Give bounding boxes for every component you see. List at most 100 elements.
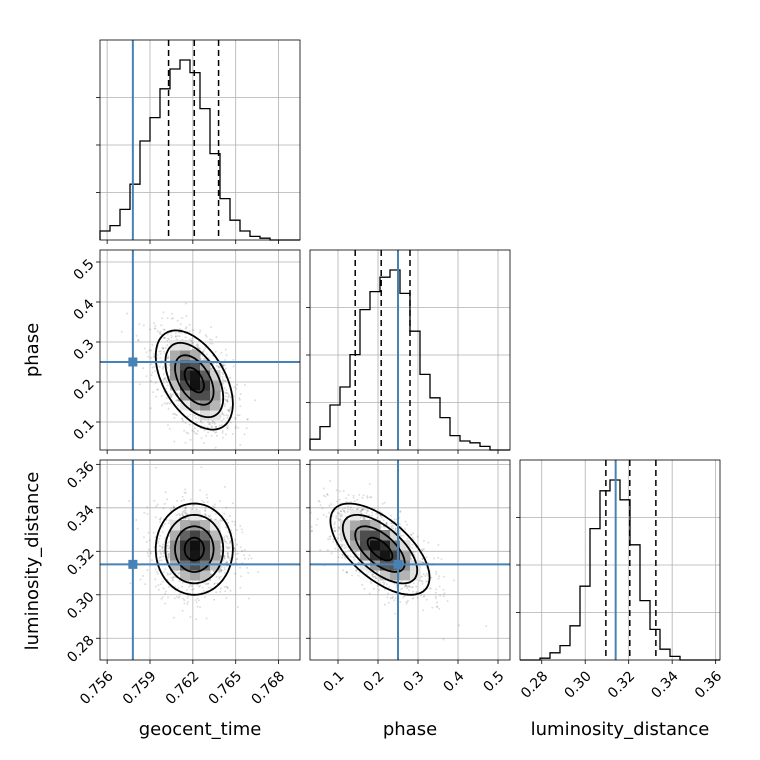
sample-point	[173, 616, 175, 619]
sample-point	[160, 597, 163, 600]
sample-point	[354, 551, 357, 554]
sample-point	[195, 421, 198, 424]
sample-point	[358, 493, 361, 496]
x-tick-label-luminosity-distance-0: 0.28	[518, 668, 551, 701]
sample-point	[201, 421, 204, 424]
sample-point	[197, 429, 199, 432]
sample-point	[425, 598, 428, 601]
sample-point	[153, 366, 156, 368]
sample-point	[153, 327, 156, 330]
sample-point	[170, 576, 173, 579]
sample-point	[167, 541, 170, 543]
sample-point	[229, 408, 231, 411]
sample-point	[435, 573, 438, 576]
sample-point	[410, 533, 413, 536]
sample-point	[178, 399, 180, 402]
sample-point	[214, 422, 216, 425]
sample-point	[178, 335, 181, 338]
sample-point	[197, 347, 200, 349]
sample-point	[191, 588, 193, 591]
density-cell	[390, 540, 401, 551]
sample-point	[167, 585, 170, 588]
y-tick-label-luminosity-distance-2: 0.32	[64, 546, 97, 579]
sample-point	[171, 393, 174, 396]
sample-point	[223, 405, 226, 408]
sample-point	[199, 606, 201, 609]
density-cell	[190, 540, 201, 551]
sample-point	[405, 584, 408, 587]
sample-point	[146, 552, 149, 555]
sample-point	[220, 569, 223, 572]
density-cell	[340, 520, 351, 531]
sample-point	[160, 324, 163, 327]
sample-point	[215, 431, 218, 434]
sample-point	[315, 523, 318, 526]
sample-point	[406, 537, 409, 540]
sample-point	[210, 517, 212, 520]
sample-point	[400, 534, 403, 537]
sample-point	[362, 494, 365, 497]
sample-point	[239, 566, 242, 569]
sample-point	[151, 559, 153, 562]
sample-point	[239, 443, 242, 446]
density-cell	[180, 390, 191, 401]
sample-point	[165, 380, 168, 382]
sample-point	[227, 554, 229, 557]
sample-point	[412, 532, 415, 535]
sample-point	[353, 558, 356, 561]
sample-point	[152, 355, 155, 358]
sample-point	[399, 600, 402, 603]
sample-point	[224, 398, 227, 401]
x-tick-label-geocent-time-2: 0.762	[163, 668, 203, 708]
sample-point	[226, 425, 229, 428]
sample-point	[162, 555, 165, 558]
density-cell	[350, 540, 361, 551]
sample-point	[211, 510, 214, 513]
sample-point	[220, 546, 223, 548]
sample-point	[355, 552, 358, 555]
sample-point	[157, 588, 160, 591]
sample-point	[220, 424, 223, 427]
sample-point	[330, 552, 333, 555]
sample-point	[161, 550, 164, 553]
sample-point	[316, 518, 319, 521]
sample-point	[340, 510, 342, 513]
sample-point	[383, 501, 386, 504]
sample-point	[339, 518, 342, 521]
sample-point	[161, 367, 164, 370]
density-cell	[360, 540, 371, 551]
sample-point	[175, 414, 178, 417]
sample-point	[205, 335, 208, 338]
sample-point	[337, 548, 340, 551]
sample-point	[226, 416, 229, 419]
sample-point	[416, 535, 419, 538]
sample-point	[213, 598, 216, 601]
density-cell	[200, 390, 211, 401]
sample-point	[342, 490, 345, 492]
sample-point	[401, 587, 404, 590]
sample-point	[221, 430, 224, 432]
sample-point	[187, 518, 190, 521]
sample-point	[158, 544, 161, 547]
sample-point	[237, 426, 240, 429]
sample-point	[224, 540, 227, 543]
y-tick-label-luminosity-distance-0: 0.28	[64, 633, 97, 666]
sample-point	[158, 556, 161, 559]
sample-point	[442, 595, 445, 598]
sample-point	[229, 557, 232, 560]
sample-point	[158, 549, 161, 552]
sample-point	[170, 336, 173, 339]
sample-point	[187, 432, 190, 435]
sample-point	[237, 552, 239, 555]
sample-point	[217, 365, 220, 368]
sample-point	[343, 509, 345, 512]
sample-point	[326, 494, 329, 496]
sample-point	[247, 597, 250, 600]
sample-point	[161, 546, 164, 549]
sample-point	[185, 512, 188, 515]
sample-point	[154, 516, 157, 519]
sample-point	[172, 576, 174, 579]
sample-point	[153, 499, 156, 502]
sample-point	[228, 410, 231, 413]
sample-point	[210, 426, 213, 429]
